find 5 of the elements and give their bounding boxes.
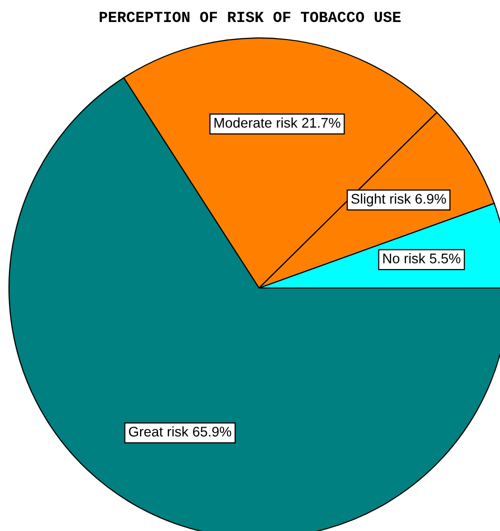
chart-title: PERCEPTION OF RISK OF TOBACCO USE xyxy=(100,12,401,22)
slice-label: Great risk 65.9% xyxy=(128,426,232,437)
slice-label: Slight risk 6.9% xyxy=(351,194,446,206)
slice-label: No risk 5.5% xyxy=(383,253,460,264)
slice-label: Moderate risk 21.7% xyxy=(214,118,340,128)
